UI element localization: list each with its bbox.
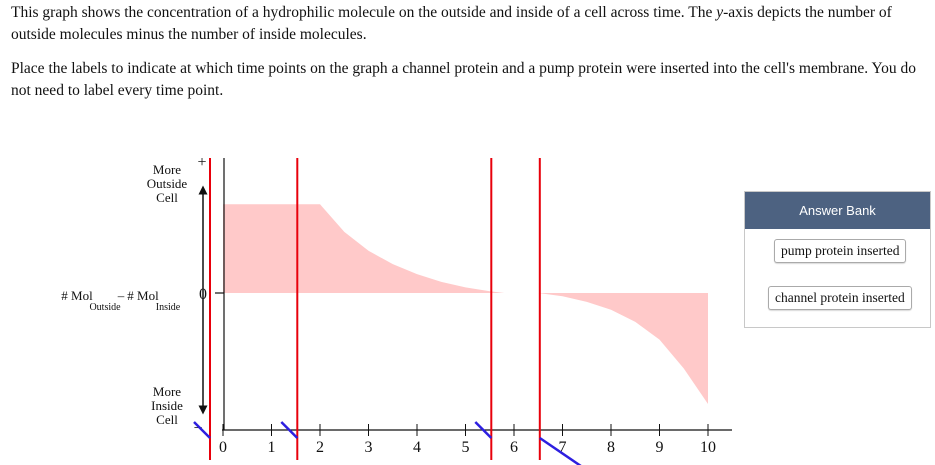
concentration-area [223, 204, 708, 404]
drop-pointer-4 [539, 436, 582, 465]
channel-protein-label[interactable]: channel protein inserted [768, 286, 912, 310]
y-minus-sign: − [193, 420, 202, 437]
x-tick-label-2: 2 [316, 439, 324, 456]
x-tick-label-0: 0 [219, 439, 227, 456]
y-axis-label-inside: # Mol [127, 288, 159, 303]
y-axis-label-inside-sub: Inside [156, 302, 181, 313]
answer-bank-title: Answer Bank [745, 192, 930, 229]
y-plus-sign: + [197, 154, 206, 171]
x-tick-label-4: 4 [413, 439, 421, 456]
drop-pointer-1 [193, 421, 211, 439]
y-axis-label-outside-sub: Outside [89, 302, 121, 313]
x-tick-label-8: 8 [607, 439, 615, 456]
question-paragraph-1: This graph shows the concentration of a … [11, 4, 892, 43]
y-axis-label-outside: # Mol [61, 288, 93, 303]
drop-pointer-3 [474, 421, 493, 439]
y-bottom-label-line3: Cell [156, 412, 178, 427]
x-tick-label-5: 5 [462, 439, 470, 456]
drop-pointer-2 [280, 421, 299, 439]
y-axis-label-operator: – [117, 288, 125, 303]
x-tick-label-6: 6 [510, 439, 518, 456]
x-tick-label-9: 9 [656, 439, 664, 456]
x-tick-label-3: 3 [365, 439, 373, 456]
y-top-label-line2: Outside [147, 176, 188, 191]
x-tick-label-7: 7 [559, 439, 567, 456]
x-tick-label-1: 1 [268, 439, 276, 456]
y-zero-label: 0 [199, 286, 207, 303]
pump-protein-label[interactable]: pump protein inserted [774, 239, 907, 263]
y-bottom-label-line1: More [153, 384, 181, 399]
y-variable: y [716, 4, 724, 21]
y-bottom-label-line2: Inside [151, 398, 183, 413]
question-paragraph-2: Place the labels to indicate at which ti… [11, 60, 916, 99]
x-tick-label-10: 10 [700, 439, 716, 456]
y-top-label-line1: More [153, 162, 181, 177]
answer-bank: Answer Bank pump protein inserted channe… [744, 191, 931, 328]
y-top-label-line3: Cell [156, 190, 178, 205]
